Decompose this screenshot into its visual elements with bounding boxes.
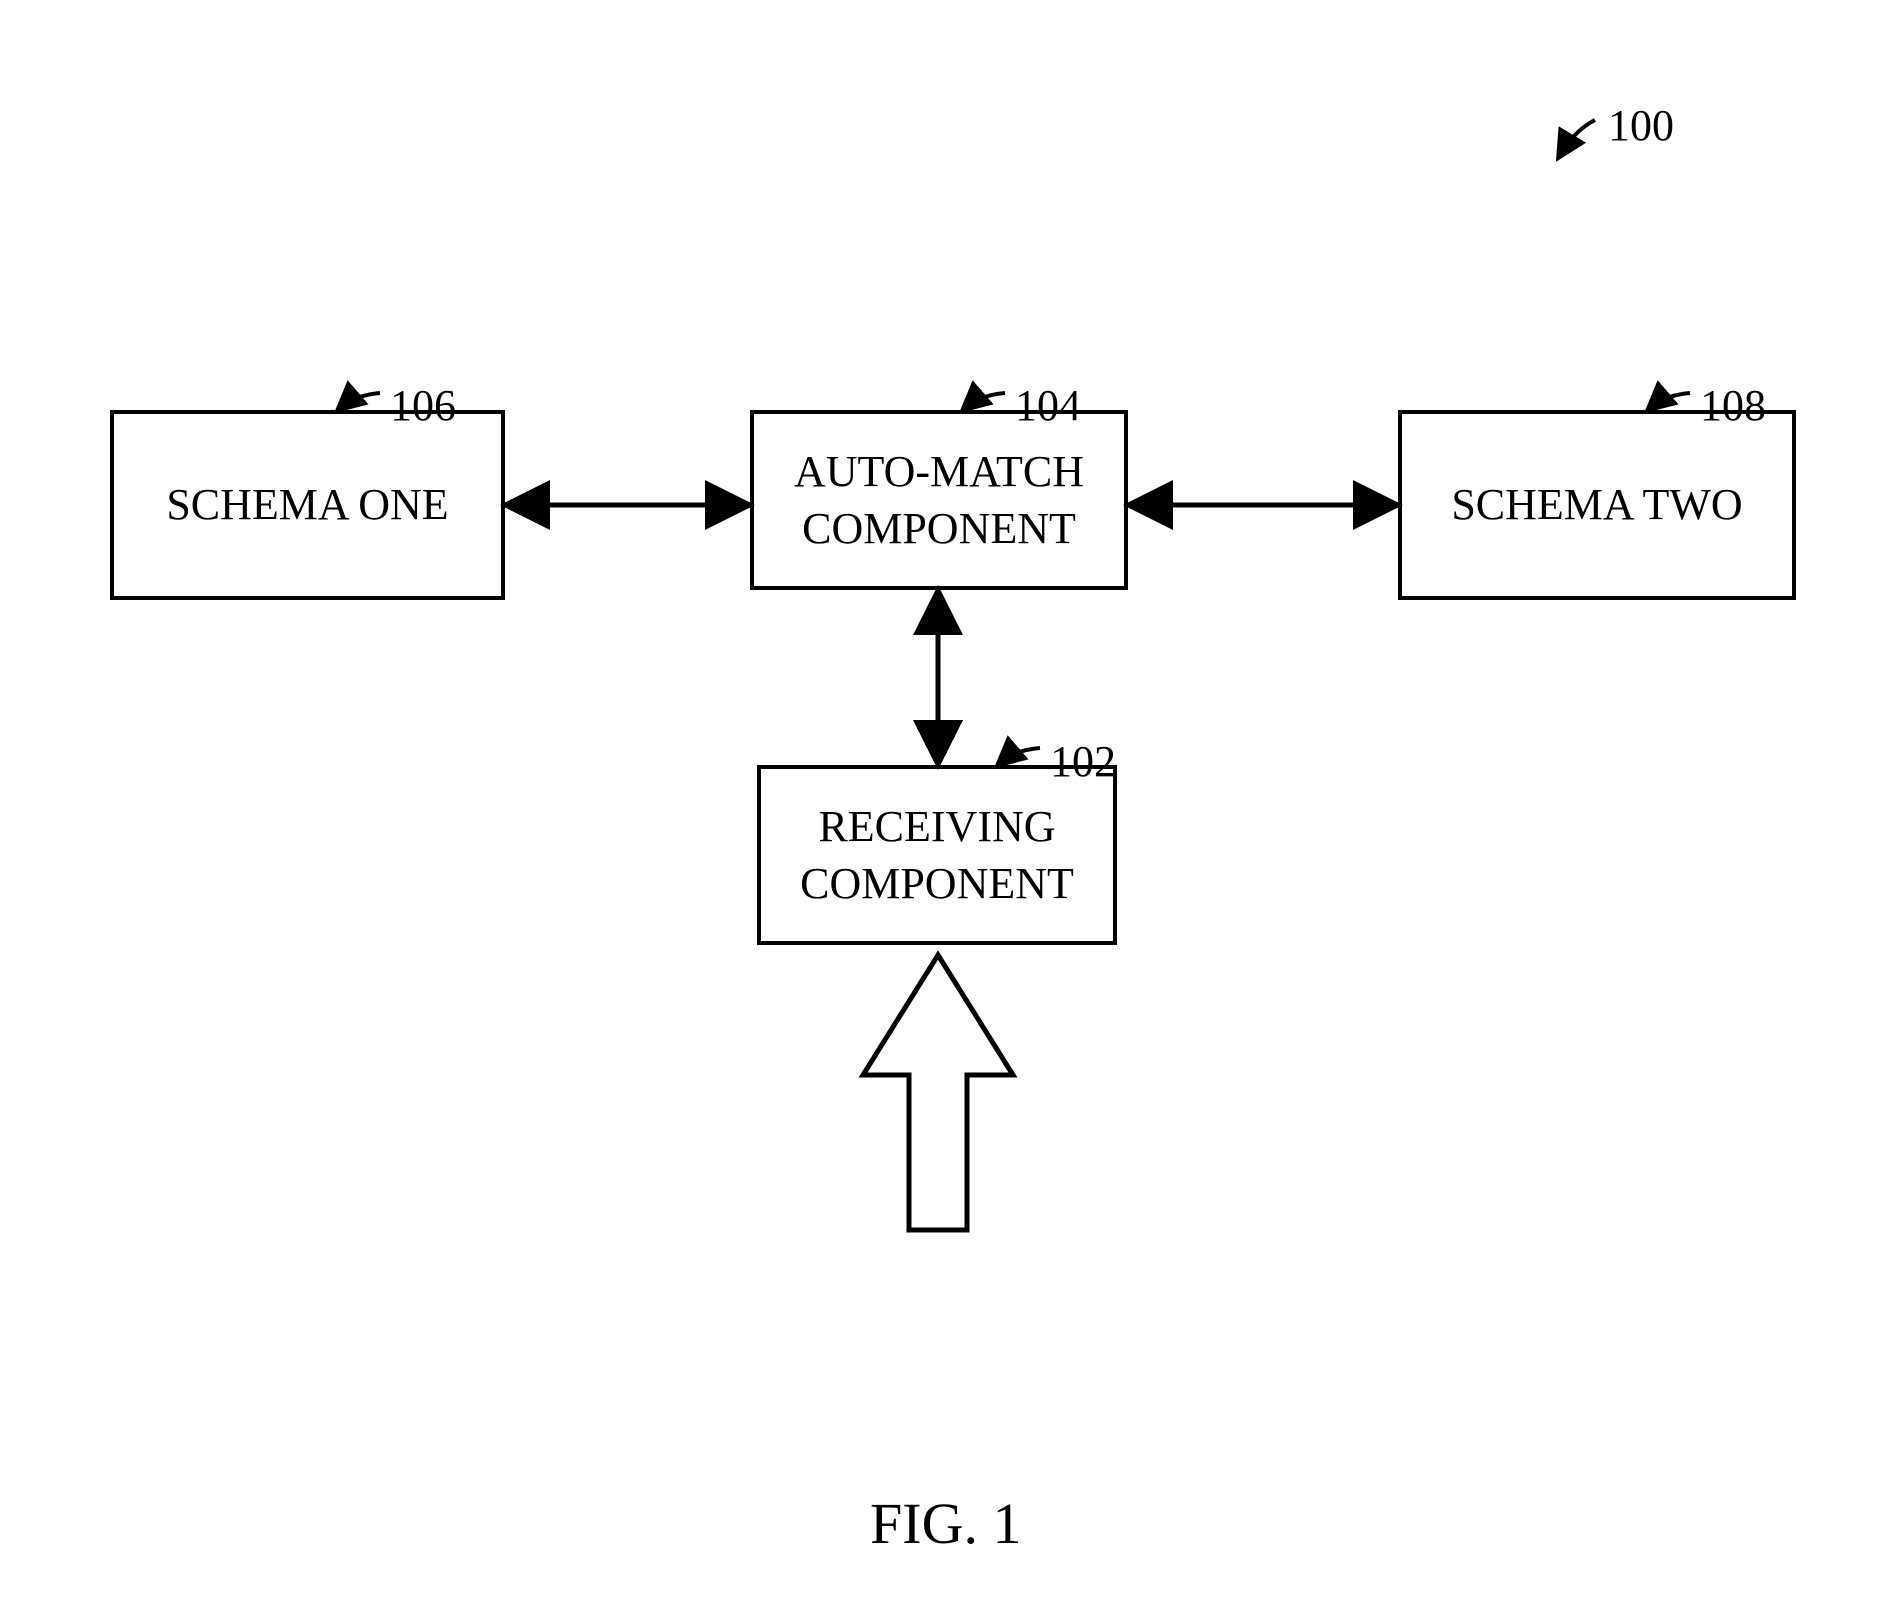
ref-leader-curve <box>1650 393 1690 408</box>
arrows-svg <box>0 0 1904 1613</box>
ref-leader-curve <box>340 393 380 408</box>
input-block-arrow <box>863 955 1013 1230</box>
ref-leader-curve <box>965 393 1005 408</box>
ref-leader-curve <box>1560 120 1595 155</box>
ref-leader-curve <box>1000 748 1040 763</box>
diagram-container: SCHEMA ONE AUTO-MATCH COMPONENT SCHEMA T… <box>0 0 1904 1613</box>
